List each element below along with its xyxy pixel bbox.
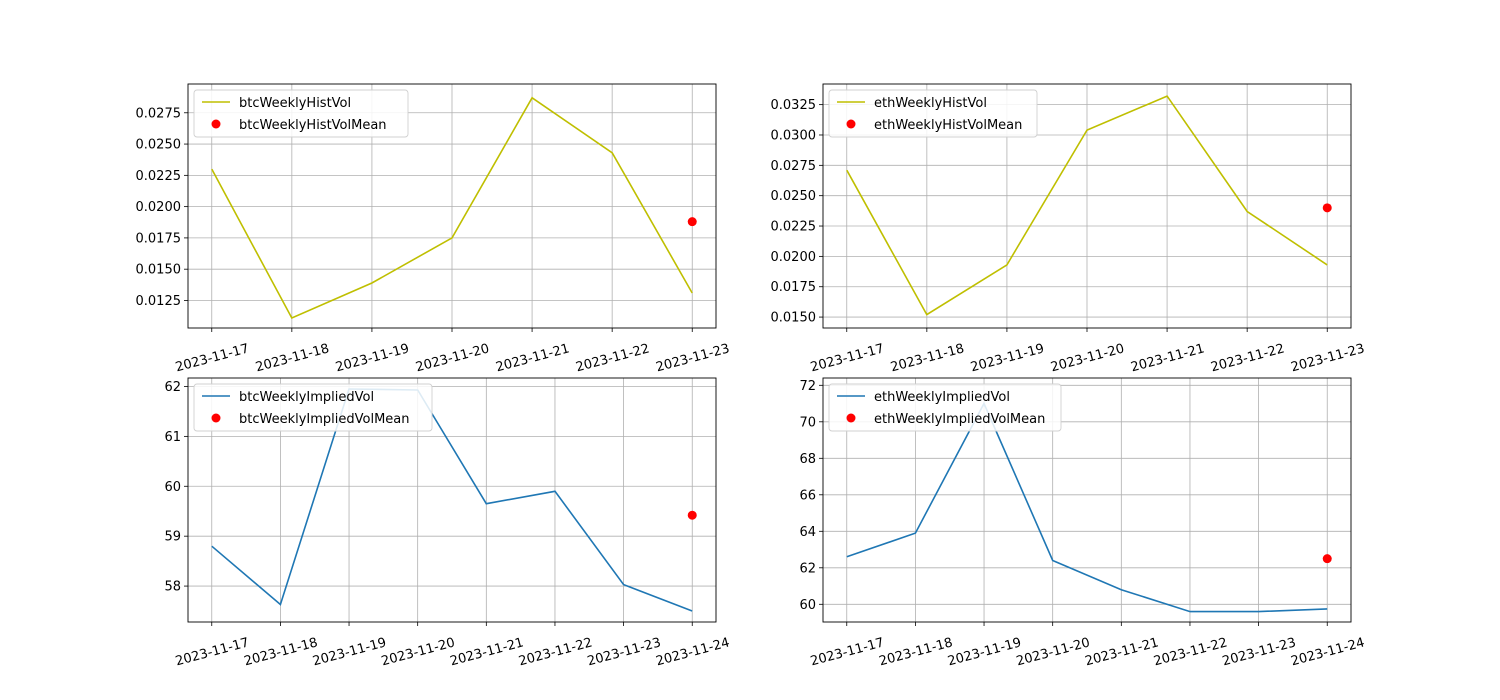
- x-tick-label: 2023-11-24: [1289, 635, 1366, 669]
- legend-box: [828, 89, 1038, 138]
- legend-marker-swatch: [846, 119, 856, 129]
- x-tick-label: 2023-11-18: [889, 341, 966, 375]
- legend: btcWeeklyImpliedVol btcWeeklyImpliedVolMe…: [193, 383, 433, 432]
- x-tick-label: 2023-11-23: [654, 341, 731, 375]
- axes-frame: [822, 377, 1352, 623]
- y-tick-label: 66: [799, 488, 816, 503]
- y-tick-label: 0.0225: [136, 169, 182, 184]
- y-tick-label: 59: [164, 530, 181, 545]
- x-tick-label: 2023-11-19: [311, 635, 388, 669]
- legend: ethWeeklyHistVol ethWeeklyHistVolMean: [828, 89, 1038, 138]
- y-tick-label: 0.0175: [136, 231, 182, 246]
- y-tick-label: 70: [799, 415, 816, 430]
- subplot-2: 0.0150 0.0175 0.0200 0.0225 0.0250 0.0275 0.03…: [771, 83, 1366, 375]
- y-tick-label: 62: [164, 380, 181, 395]
- series-line-ethWeeklyImpliedVol: [846, 401, 1328, 613]
- y-tick-label: 0.0275: [136, 106, 182, 121]
- legend-marker-swatch: [211, 119, 221, 129]
- y-tick-label: 0.0150: [136, 263, 182, 278]
- y-tick-label: 0.0225: [771, 220, 817, 235]
- y-tick-label: 0.0200: [136, 200, 182, 215]
- y-tick-label: 0.0300: [771, 128, 817, 143]
- x-tick-label: 2023-11-22: [1152, 635, 1229, 669]
- x-tick-label: 2023-11-24: [654, 635, 731, 669]
- y-tick-label: 72: [799, 379, 816, 394]
- y-tick-label: 60: [799, 598, 816, 613]
- legend-label-mean: btcWeeklyHistVolMean: [239, 118, 387, 133]
- x-tick-label: 2023-11-20: [414, 341, 491, 375]
- y-tick-label: 0.0275: [771, 159, 817, 174]
- y-tick-label: 0.0250: [771, 189, 817, 204]
- x-tick-label: 2023-11-20: [1049, 341, 1126, 375]
- subplot-4: 606264666870722023-11-172023-11-182023-1…: [799, 377, 1366, 669]
- subplot-1: 0.0125 0.0150 0.0175 0.0200 0.0225 0.0250 0.02…: [136, 83, 731, 375]
- series-line-btcWeeklyHistVol: [211, 96, 693, 320]
- x-tick-label: 2023-11-21: [1129, 341, 1206, 375]
- y-tick-label: 58: [164, 580, 181, 595]
- x-tick-label: 2023-11-20: [1015, 635, 1092, 669]
- y-tick-label: 0.0200: [771, 250, 817, 265]
- y-tick-label: 61: [164, 430, 181, 445]
- legend-box: [193, 89, 409, 138]
- y-tick-label: 0.0325: [771, 98, 817, 113]
- legend-label-mean: ethWeeklyImpliedVolMean: [874, 412, 1045, 427]
- y-tick-label: 68: [799, 452, 816, 467]
- y-tick-label: 0.0175: [771, 280, 817, 295]
- legend-label-line: ethWeeklyHistVol: [874, 96, 987, 111]
- x-tick-label: 2023-11-23: [1221, 635, 1298, 669]
- x-tick-label: 2023-11-17: [809, 635, 886, 669]
- series-line-btcWeeklyImpliedVol: [211, 388, 693, 612]
- mean-point-btcWeeklyImpliedVolMean: [687, 510, 697, 520]
- legend-label-line: ethWeeklyImpliedVol: [874, 390, 1010, 405]
- legend-box: [193, 383, 433, 432]
- x-tick-label: 2023-11-21: [1083, 635, 1160, 669]
- y-tick-label: 0.0250: [136, 138, 182, 153]
- x-tick-label: 2023-11-22: [1209, 341, 1286, 375]
- x-tick-label: 2023-11-20: [380, 635, 457, 669]
- x-tick-label: 2023-11-17: [174, 341, 251, 375]
- x-tick-label: 2023-11-18: [254, 341, 331, 375]
- x-tick-label: 2023-11-23: [1289, 341, 1366, 375]
- series-line-ethWeeklyHistVol: [846, 95, 1328, 316]
- legend-label-line: btcWeeklyHistVol: [239, 96, 351, 111]
- y-tick-label: 62: [799, 561, 816, 576]
- x-tick-label: 2023-11-18: [878, 635, 955, 669]
- legend-label-mean: btcWeeklyImpliedVolMean: [239, 412, 410, 427]
- y-tick-label: 64: [799, 525, 816, 540]
- x-tick-label: 2023-11-17: [174, 635, 251, 669]
- legend-box: [828, 383, 1062, 432]
- x-tick-label: 2023-11-19: [969, 341, 1046, 375]
- mean-point-ethWeeklyHistVolMean: [1322, 203, 1332, 213]
- legend-marker-swatch: [846, 413, 856, 423]
- y-tick-label: 60: [164, 480, 181, 495]
- y-tick-label: 0.0125: [136, 294, 182, 309]
- x-tick-label: 2023-11-22: [517, 635, 594, 669]
- mean-point-ethWeeklyImpliedVolMean: [1322, 554, 1332, 564]
- legend: btcWeeklyHistVol btcWeeklyHistVolMean: [193, 89, 409, 138]
- legend-label-line: btcWeeklyImpliedVol: [239, 390, 374, 405]
- x-tick-label: 2023-11-19: [946, 635, 1023, 669]
- legend-label-mean: ethWeeklyHistVolMean: [874, 118, 1022, 133]
- x-tick-label: 2023-11-19: [334, 341, 411, 375]
- x-tick-label: 2023-11-23: [586, 635, 663, 669]
- legend: ethWeeklyImpliedVol ethWeeklyImpliedVolMe…: [828, 383, 1062, 432]
- axes-frame: [187, 377, 717, 623]
- y-tick-label: 0.0150: [771, 311, 817, 326]
- x-tick-label: 2023-11-21: [448, 635, 525, 669]
- legend-marker-swatch: [211, 413, 221, 423]
- x-tick-label: 2023-11-22: [574, 341, 651, 375]
- x-tick-label: 2023-11-18: [243, 635, 320, 669]
- x-tick-label: 2023-11-17: [809, 341, 886, 375]
- mean-point-btcWeeklyHistVolMean: [687, 217, 697, 227]
- subplot-3: 58 59 60 61 62 2023-11-172023-11-182023-11-19…: [164, 377, 731, 669]
- x-tick-label: 2023-11-21: [494, 341, 571, 375]
